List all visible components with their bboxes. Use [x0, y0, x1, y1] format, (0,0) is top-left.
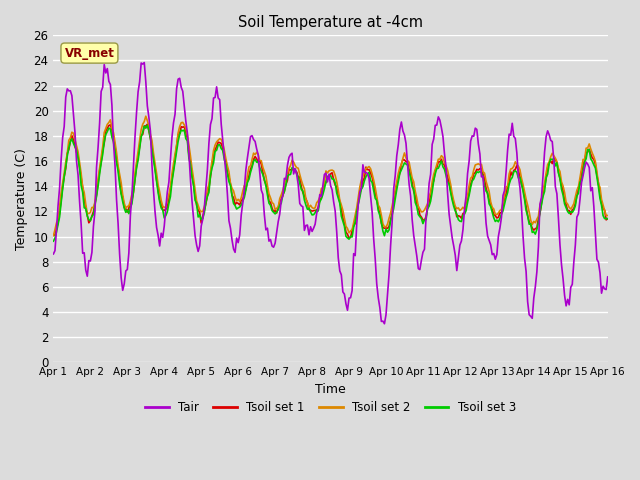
- Title: Soil Temperature at -4cm: Soil Temperature at -4cm: [238, 15, 423, 30]
- Legend: Tair, Tsoil set 1, Tsoil set 2, Tsoil set 3: Tair, Tsoil set 1, Tsoil set 2, Tsoil se…: [141, 396, 520, 419]
- Y-axis label: Temperature (C): Temperature (C): [15, 148, 28, 250]
- Text: VR_met: VR_met: [65, 47, 115, 60]
- X-axis label: Time: Time: [315, 383, 346, 396]
